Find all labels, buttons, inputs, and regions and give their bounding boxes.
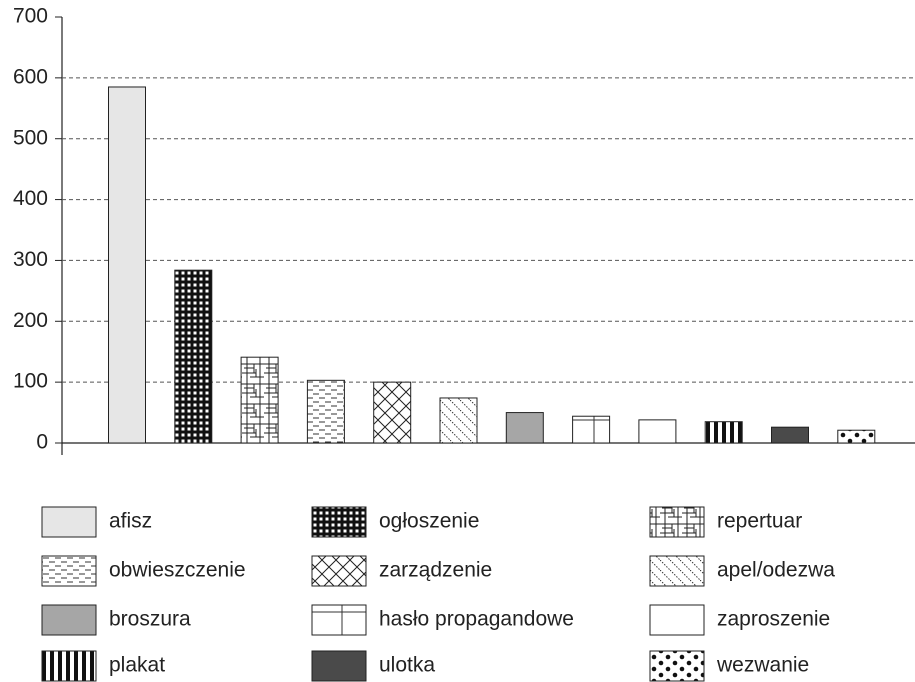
legend-swatch (311, 650, 367, 682)
legend-label: afisz (109, 510, 152, 533)
bar (108, 86, 146, 444)
legend-swatch (649, 506, 705, 538)
y-tick-label: 700 (13, 5, 48, 28)
bar (771, 426, 809, 444)
legend-label: zaproszenie (717, 608, 830, 631)
bar (638, 419, 677, 444)
bar (704, 421, 743, 444)
y-tick-label: 100 (13, 370, 48, 393)
legend-label: ulotka (379, 654, 435, 677)
y-tick-label: 300 (13, 248, 48, 271)
legend-swatch (311, 506, 367, 538)
legend-label: hasło propagandowe (379, 608, 574, 631)
legend-swatch (649, 555, 705, 587)
legend-swatch (41, 604, 97, 636)
legend-swatch (41, 506, 97, 538)
legend-label: repertuar (717, 510, 802, 533)
legend-swatch (311, 555, 367, 587)
y-tick-label: 200 (13, 309, 48, 332)
bar (837, 429, 876, 444)
bar (240, 356, 279, 444)
bar (505, 412, 544, 444)
legend-label: broszura (109, 608, 191, 631)
bar (373, 381, 412, 444)
legend-label: wezwanie (716, 654, 809, 677)
y-tick-label: 600 (13, 65, 48, 88)
y-tick-label: 500 (13, 126, 48, 149)
bar (174, 269, 213, 444)
legend-label: apel/odezwa (717, 559, 835, 582)
legend-label: plakat (109, 654, 165, 677)
bar (439, 397, 478, 444)
y-tick-label: 400 (13, 187, 48, 210)
legend-swatch (41, 650, 97, 682)
y-tick-label: 0 (36, 431, 48, 454)
legend-label: obwieszczenie (109, 559, 246, 582)
legend-swatch (311, 604, 367, 636)
bar (572, 415, 611, 444)
legend-label: ogłoszenie (379, 510, 479, 533)
legend-swatch (649, 604, 705, 636)
legend-swatch (41, 555, 97, 587)
bar (306, 379, 345, 444)
legend-swatch (649, 650, 705, 682)
legend-label: zarządzenie (379, 559, 492, 582)
